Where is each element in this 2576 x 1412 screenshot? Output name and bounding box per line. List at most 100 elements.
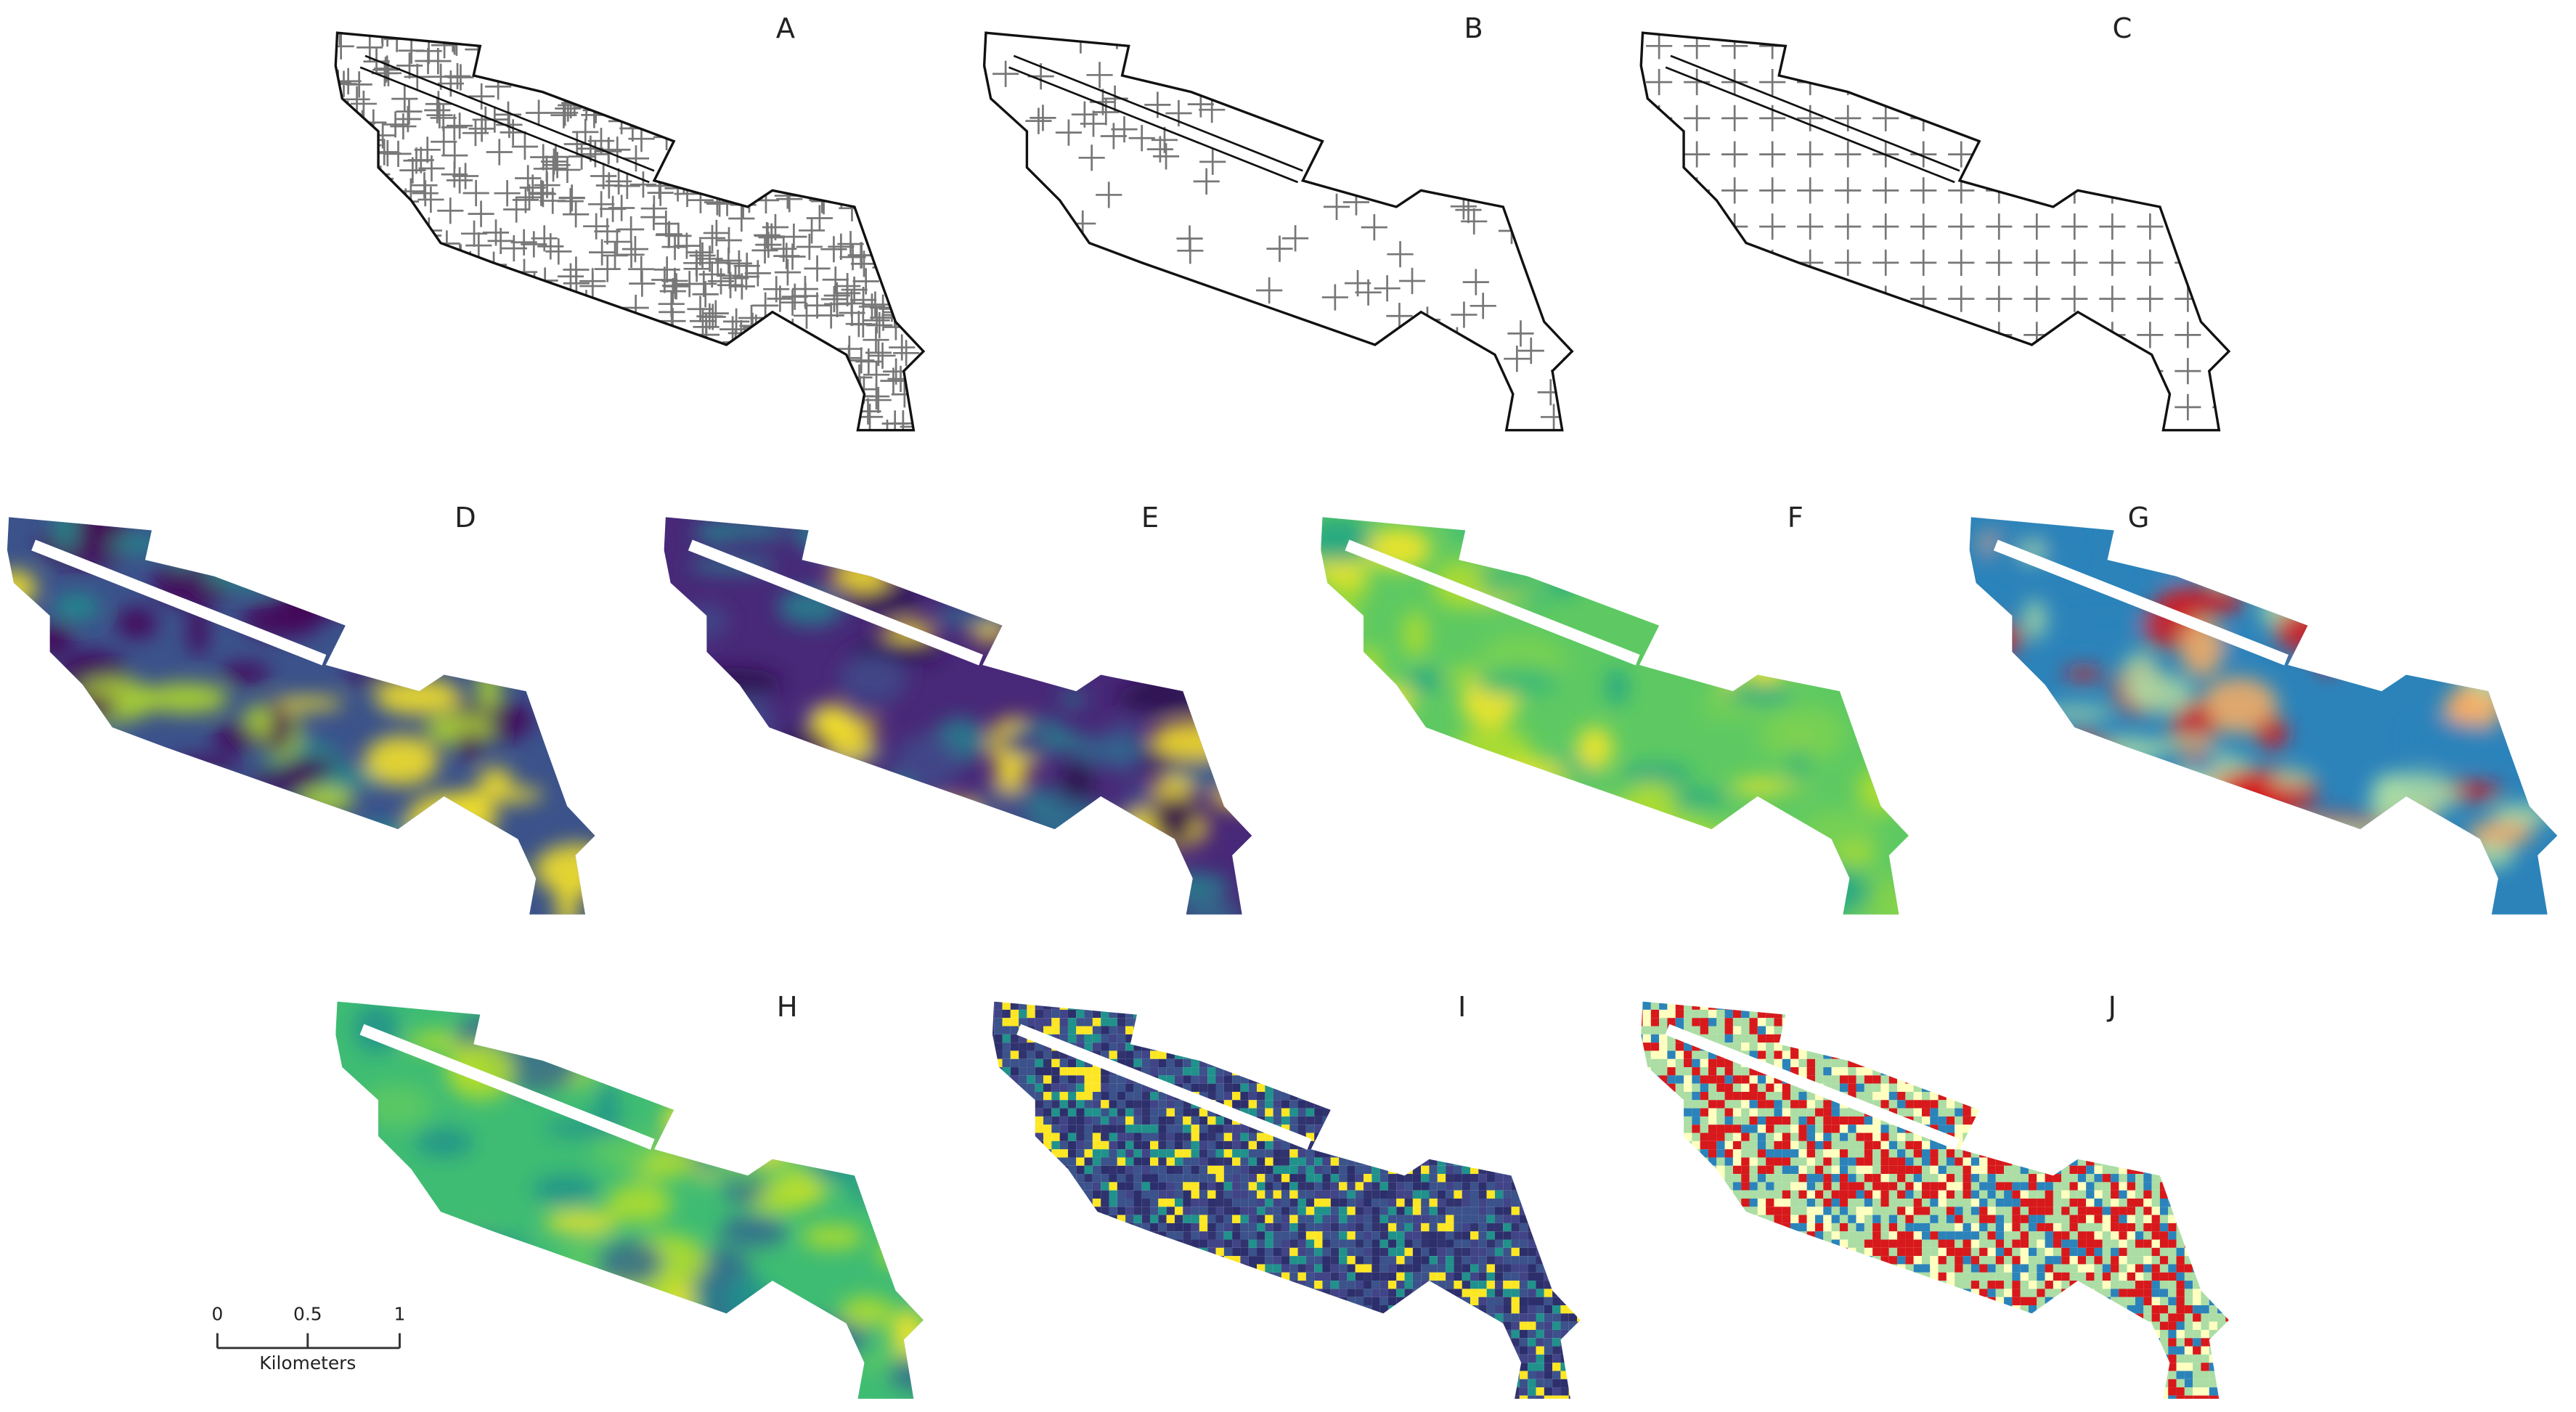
raster-cell (1347, 1338, 1356, 1347)
raster-cell (1355, 1379, 1364, 1388)
raster-cell (1232, 1231, 1241, 1240)
raster-cell (1002, 993, 1010, 1001)
raster-patch (401, 841, 487, 882)
raster-cell (1364, 1329, 1372, 1339)
raster-cell (1281, 1116, 1290, 1125)
raster-cell (1364, 1281, 1372, 1289)
raster-cell (1141, 1289, 1151, 1297)
raster-cell (1289, 1116, 1298, 1125)
raster-cell (1158, 1075, 1167, 1084)
raster-cell (1019, 1034, 1027, 1043)
raster-cell (1371, 1018, 1380, 1027)
raster-cell (1215, 1198, 1224, 1207)
raster-cell (1133, 1125, 1142, 1133)
raster-cell (1314, 1100, 1323, 1109)
raster-cell (1257, 1157, 1265, 1166)
raster-cell (994, 1182, 1003, 1191)
raster-cell (1289, 993, 1297, 1001)
raster-cell (1305, 1363, 1315, 1371)
raster-cell (1364, 1313, 1372, 1322)
raster-cell (1355, 1231, 1364, 1240)
raster-cell (1101, 1165, 1109, 1175)
raster-cell (1141, 1091, 1151, 1101)
raster-cell (1027, 993, 1035, 1001)
raster-cell (1191, 1198, 1199, 1207)
raster-cell (1281, 1075, 1290, 1084)
raster-cell (1297, 1125, 1306, 1133)
map-panel (1639, 31, 2230, 432)
raster-cell (1010, 1239, 1019, 1248)
raster-cell (1043, 1395, 1052, 1399)
runway-edge (359, 66, 650, 184)
raster-patch (886, 828, 947, 885)
raster-cell (1240, 1018, 1249, 1027)
raster-cell (1109, 1018, 1117, 1027)
raster-cell (1199, 1239, 1208, 1248)
raster-cell (1141, 1247, 1151, 1257)
raster-cell (1273, 1157, 1281, 1166)
raster-cell (1339, 993, 1347, 1001)
raster-cell (1265, 1026, 1273, 1034)
raster-cell (1347, 1264, 1356, 1273)
raster-cell (1289, 1050, 1298, 1059)
raster-cell (1273, 1231, 1281, 1240)
raster-cell (1109, 1281, 1117, 1289)
raster-patch (1139, 659, 1174, 682)
raster-cell (1150, 1050, 1159, 1059)
raster-cell (1265, 1050, 1273, 1059)
raster-cell (1215, 1026, 1224, 1034)
raster-cell (1232, 1140, 1241, 1150)
raster-cell (1281, 1165, 1290, 1175)
raster-cell (1355, 1297, 1364, 1305)
raster-cell (1019, 1354, 1027, 1363)
raster-cell (1035, 1083, 1044, 1092)
raster-cell (1166, 1091, 1175, 1101)
raster-cell (1067, 1100, 1077, 1109)
raster-cell (994, 1223, 1003, 1232)
raster-cell (1067, 1272, 1077, 1281)
raster-cell (1199, 1125, 1208, 1133)
raster-patch (39, 828, 109, 862)
raster-cell (1076, 1034, 1085, 1043)
raster-cell (1191, 1305, 1199, 1314)
raster-cell (1305, 1264, 1315, 1273)
raster-cell (1289, 1404, 1297, 1412)
raster-cell (1002, 1363, 1011, 1371)
raster-cell (1355, 1313, 1364, 1322)
raster-cell (1199, 1256, 1208, 1265)
raster-cell (992, 1379, 995, 1388)
raster-cell (1305, 1395, 1315, 1399)
raster-cell (1232, 1264, 1241, 1273)
raster-cell (1314, 1050, 1323, 1059)
raster-patch (924, 517, 1000, 527)
raster-cell (1183, 1042, 1191, 1051)
raster-cell (1322, 1321, 1331, 1330)
raster-patch (2334, 592, 2416, 640)
raster-cell (1380, 1404, 1388, 1412)
raster-cell (1059, 1207, 1068, 1215)
raster-cell (1330, 1231, 1340, 1240)
raster-cell (1314, 1239, 1323, 1248)
raster-cell (1010, 1034, 1019, 1043)
raster-cell (1330, 1346, 1340, 1355)
map-content (7, 517, 595, 915)
raster-cell (1232, 1091, 1241, 1101)
raster-cell (1257, 1321, 1265, 1330)
raster-cell (1141, 1149, 1151, 1158)
raster-cell (1076, 1346, 1085, 1355)
raster-cell (1019, 1067, 1027, 1076)
raster-cell (1257, 1256, 1265, 1265)
raster-cell (1215, 1371, 1224, 1379)
raster-cell (992, 1018, 995, 1027)
raster-cell (1355, 1067, 1364, 1076)
raster-cell (1043, 1116, 1052, 1125)
raster-cell (1084, 1018, 1093, 1027)
raster-cell (1281, 1034, 1290, 1043)
raster-cell (1109, 1256, 1117, 1265)
raster-cell (994, 1116, 1003, 1125)
raster-cell (1067, 1116, 1077, 1125)
raster-cell (1215, 1289, 1224, 1297)
raster-cell (1248, 1387, 1258, 1396)
raster-cell (1207, 1363, 1216, 1371)
raster-cell (1364, 1215, 1372, 1223)
